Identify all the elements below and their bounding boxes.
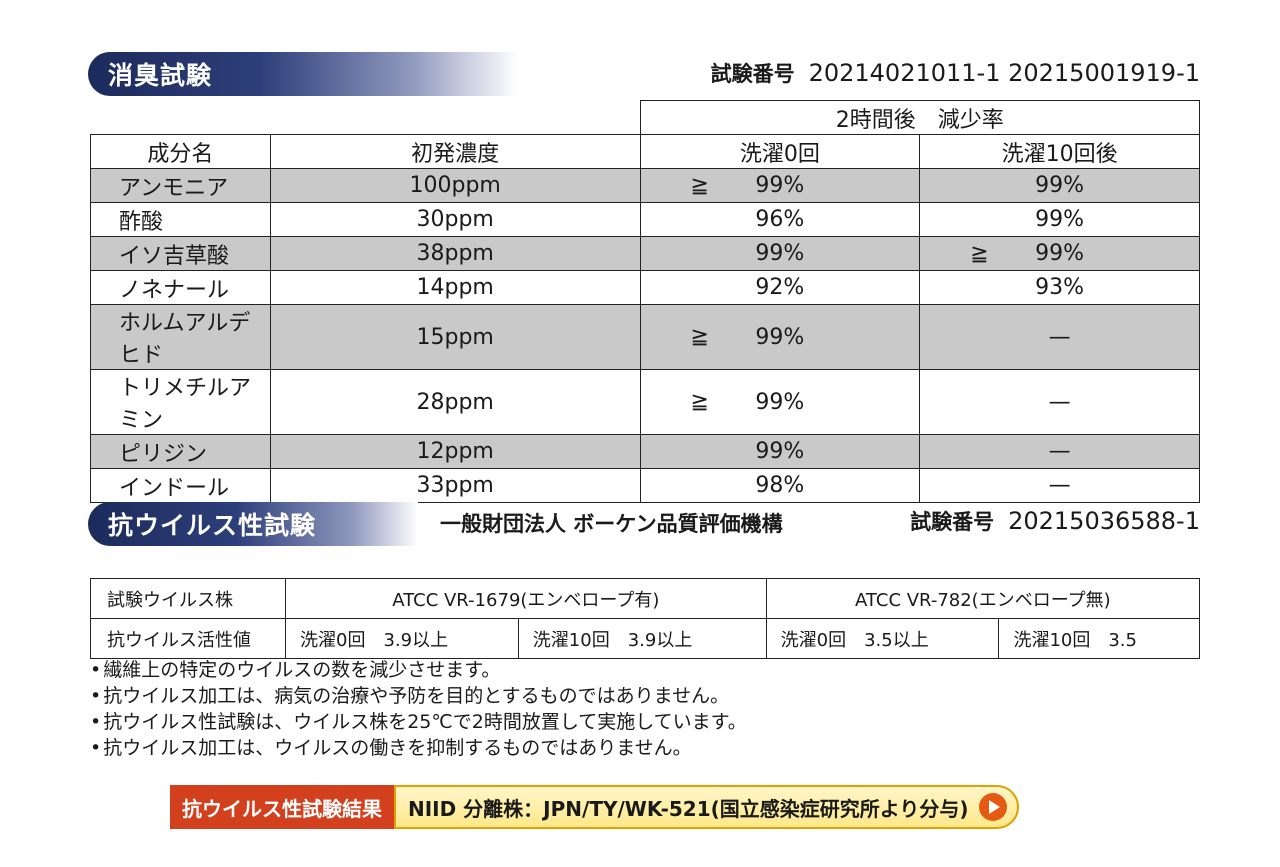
- greater-equal-mark: ≧: [690, 173, 709, 198]
- component-name-cell: アンモニア: [90, 168, 271, 203]
- wash10-reduction-cell: ≧ 99%: [919, 236, 1200, 271]
- wash10-reduction-cell: —: [919, 369, 1200, 435]
- table-row: イソ吉草酸 38ppm 99% ≧ 99%: [90, 236, 1200, 271]
- column-header-wash0: 洗濯0回: [639, 134, 921, 169]
- wash0-reduction-cell: ≧ 99%: [639, 168, 921, 203]
- concentration-cell: 28ppm: [269, 369, 641, 435]
- wash0-reduction-cell: ≧ 99%: [639, 369, 921, 435]
- component-name-cell: イソ吉草酸: [90, 236, 271, 271]
- reduction-value: 96%: [755, 207, 805, 232]
- column-header-row: 成分名 初発濃度 洗濯0回 洗濯10回後: [90, 134, 1200, 169]
- table-row: ホルムアルデヒド 15ppm ≧ 99% —: [90, 304, 1200, 370]
- component-name-cell: インドール: [90, 468, 271, 503]
- antiviral-test-number: 試験番号 20215036588-1: [910, 506, 1200, 536]
- table-row: トリメチルアミン 28ppm ≧ 99% —: [90, 369, 1200, 435]
- column-header-concentration: 初発濃度: [269, 134, 641, 169]
- reduction-value: —: [1048, 324, 1071, 350]
- note-item: 抗ウイルス加工は、ウイルスの働きを抑制するものではありません。: [90, 735, 747, 761]
- wash10-reduction-cell: 93%: [919, 270, 1200, 305]
- table-row: 酢酸 30ppm 96% 99%: [90, 202, 1200, 237]
- table-row: ノネナール 14ppm 92% 93%: [90, 270, 1200, 305]
- activity-value-1679-wash10: 洗濯10回 3.9以上: [517, 618, 767, 659]
- reduction-value: 99%: [1035, 241, 1085, 266]
- deodorization-test-number: 試験番号 20214021011-1 20215001919-1: [711, 58, 1200, 88]
- activity-label: 抗ウイルス活性値: [90, 618, 286, 659]
- test-number-label: 試験番号: [710, 62, 795, 86]
- strain-enveloped: ATCC VR-1679(エンベロープ有): [285, 578, 767, 619]
- note-item: 繊維上の特定のウイルスの数を減少させます。: [90, 657, 747, 683]
- antiviral-table: 試験ウイルス株 ATCC VR-1679(エンベロープ有) ATCC VR-78…: [90, 578, 1201, 659]
- table-blank-header: [91, 101, 641, 135]
- reduction-value: 99%: [755, 439, 805, 464]
- banner-label: 抗ウイルス性試験結果: [170, 785, 394, 829]
- wash0-reduction-cell: 96%: [639, 202, 921, 237]
- reduction-value: 99%: [1035, 173, 1085, 198]
- concentration-cell: 33ppm: [269, 468, 641, 503]
- banner-body[interactable]: NIID 分離株：JPN/TY/WK-521(国立感染症研究所より分与): [394, 785, 1019, 829]
- wash10-reduction-cell: 99%: [919, 202, 1200, 237]
- reduction-value: 98%: [755, 473, 805, 498]
- reduction-value: 99%: [755, 173, 805, 198]
- reduction-value: 93%: [1035, 275, 1085, 300]
- reduction-value: 99%: [755, 324, 805, 350]
- concentration-cell: 12ppm: [269, 434, 641, 469]
- note-item: 抗ウイルス性試験は、ウイルス株を25℃で2時間放置して実施しています。: [90, 709, 747, 735]
- wash0-reduction-cell: 99%: [639, 236, 921, 271]
- greater-equal-mark: ≧: [970, 241, 989, 266]
- antiviral-result-banner[interactable]: 抗ウイルス性試験結果 NIID 分離株：JPN/TY/WK-521(国立感染症研…: [170, 785, 1019, 829]
- strain-row: 試験ウイルス株 ATCC VR-1679(エンベロープ有) ATCC VR-78…: [90, 578, 1201, 619]
- wash10-reduction-cell: —: [919, 304, 1200, 370]
- test-number-label: 試験番号: [910, 510, 995, 534]
- table-row: アンモニア 100ppm ≧ 99% 99%: [90, 168, 1200, 203]
- reduction-value: —: [1048, 389, 1071, 415]
- deodorization-table: 2時間後 減少率 成分名 初発濃度 洗濯0回 洗濯10回後 アンモニア 100pp…: [90, 100, 1201, 503]
- component-name-cell: ノネナール: [90, 270, 271, 305]
- reduction-value: 92%: [755, 275, 805, 300]
- reduction-value: 99%: [1035, 207, 1085, 232]
- greater-equal-mark: ≧: [690, 389, 709, 415]
- concentration-cell: 38ppm: [269, 236, 641, 271]
- table-row: インドール 33ppm 98% —: [90, 468, 1200, 503]
- wash10-reduction-cell: —: [919, 468, 1200, 503]
- wash0-reduction-cell: 92%: [639, 270, 921, 305]
- test-number-value: 20214021011-1 20215001919-1: [808, 59, 1200, 87]
- reduction-value: 99%: [755, 389, 805, 415]
- wash10-reduction-cell: —: [919, 434, 1200, 469]
- concentration-cell: 14ppm: [269, 270, 641, 305]
- antiviral-title: 抗ウイルス性試験: [88, 502, 418, 546]
- reduction-value: 99%: [755, 241, 805, 266]
- banner-text: NIID 分離株：JPN/TY/WK-521(国立感染症研究所より分与): [408, 796, 969, 821]
- column-header-name: 成分名: [90, 134, 271, 169]
- component-name-cell: ピリジン: [90, 434, 271, 469]
- strain-label: 試験ウイルス株: [90, 578, 286, 619]
- concentration-cell: 15ppm: [269, 304, 641, 370]
- greater-equal-mark: ≧: [690, 324, 709, 350]
- activity-row: 抗ウイルス活性値 洗濯0回 3.9以上 洗濯10回 3.9以上 洗濯0回 3.5…: [90, 618, 1200, 659]
- test-number-value: 20215036588-1: [1008, 507, 1200, 535]
- wash0-reduction-cell: 99%: [639, 434, 921, 469]
- wash0-reduction-cell: ≧ 99%: [639, 304, 921, 370]
- reduction-rate-header: 2時間後 減少率: [639, 100, 1201, 135]
- wash0-reduction-cell: 98%: [639, 468, 921, 503]
- concentration-cell: 30ppm: [269, 202, 641, 237]
- component-name-cell: ホルムアルデヒド: [90, 304, 271, 370]
- column-header-wash10: 洗濯10回後: [919, 134, 1200, 169]
- activity-value-782-wash0: 洗濯0回 3.5以上: [765, 618, 1000, 659]
- reduction-value: —: [1048, 439, 1071, 464]
- play-arrow-icon[interactable]: [978, 793, 1007, 821]
- activity-value-1679-wash0: 洗濯0回 3.9以上: [285, 618, 519, 659]
- reduction-value: —: [1048, 473, 1071, 498]
- testing-organization: 一般財団法人 ボーケン品質評価機構: [440, 512, 783, 536]
- wash10-reduction-cell: 99%: [919, 168, 1200, 203]
- deodorization-title: 消臭試験: [88, 52, 518, 96]
- table-row: ピリジン 12ppm 99% —: [90, 434, 1200, 469]
- activity-value-782-wash10: 洗濯10回 3.5: [998, 618, 1200, 659]
- note-item: 抗ウイルス加工は、病気の治療や予防を目的とするものではありません。: [90, 683, 747, 709]
- component-name-cell: 酢酸: [90, 202, 271, 237]
- notes-list: 繊維上の特定のウイルスの数を減少させます。 抗ウイルス加工は、病気の治療や予防を…: [90, 657, 747, 761]
- strain-non-enveloped: ATCC VR-782(エンベロープ無): [765, 578, 1201, 619]
- concentration-cell: 100ppm: [269, 168, 641, 203]
- component-name-cell: トリメチルアミン: [90, 369, 271, 435]
